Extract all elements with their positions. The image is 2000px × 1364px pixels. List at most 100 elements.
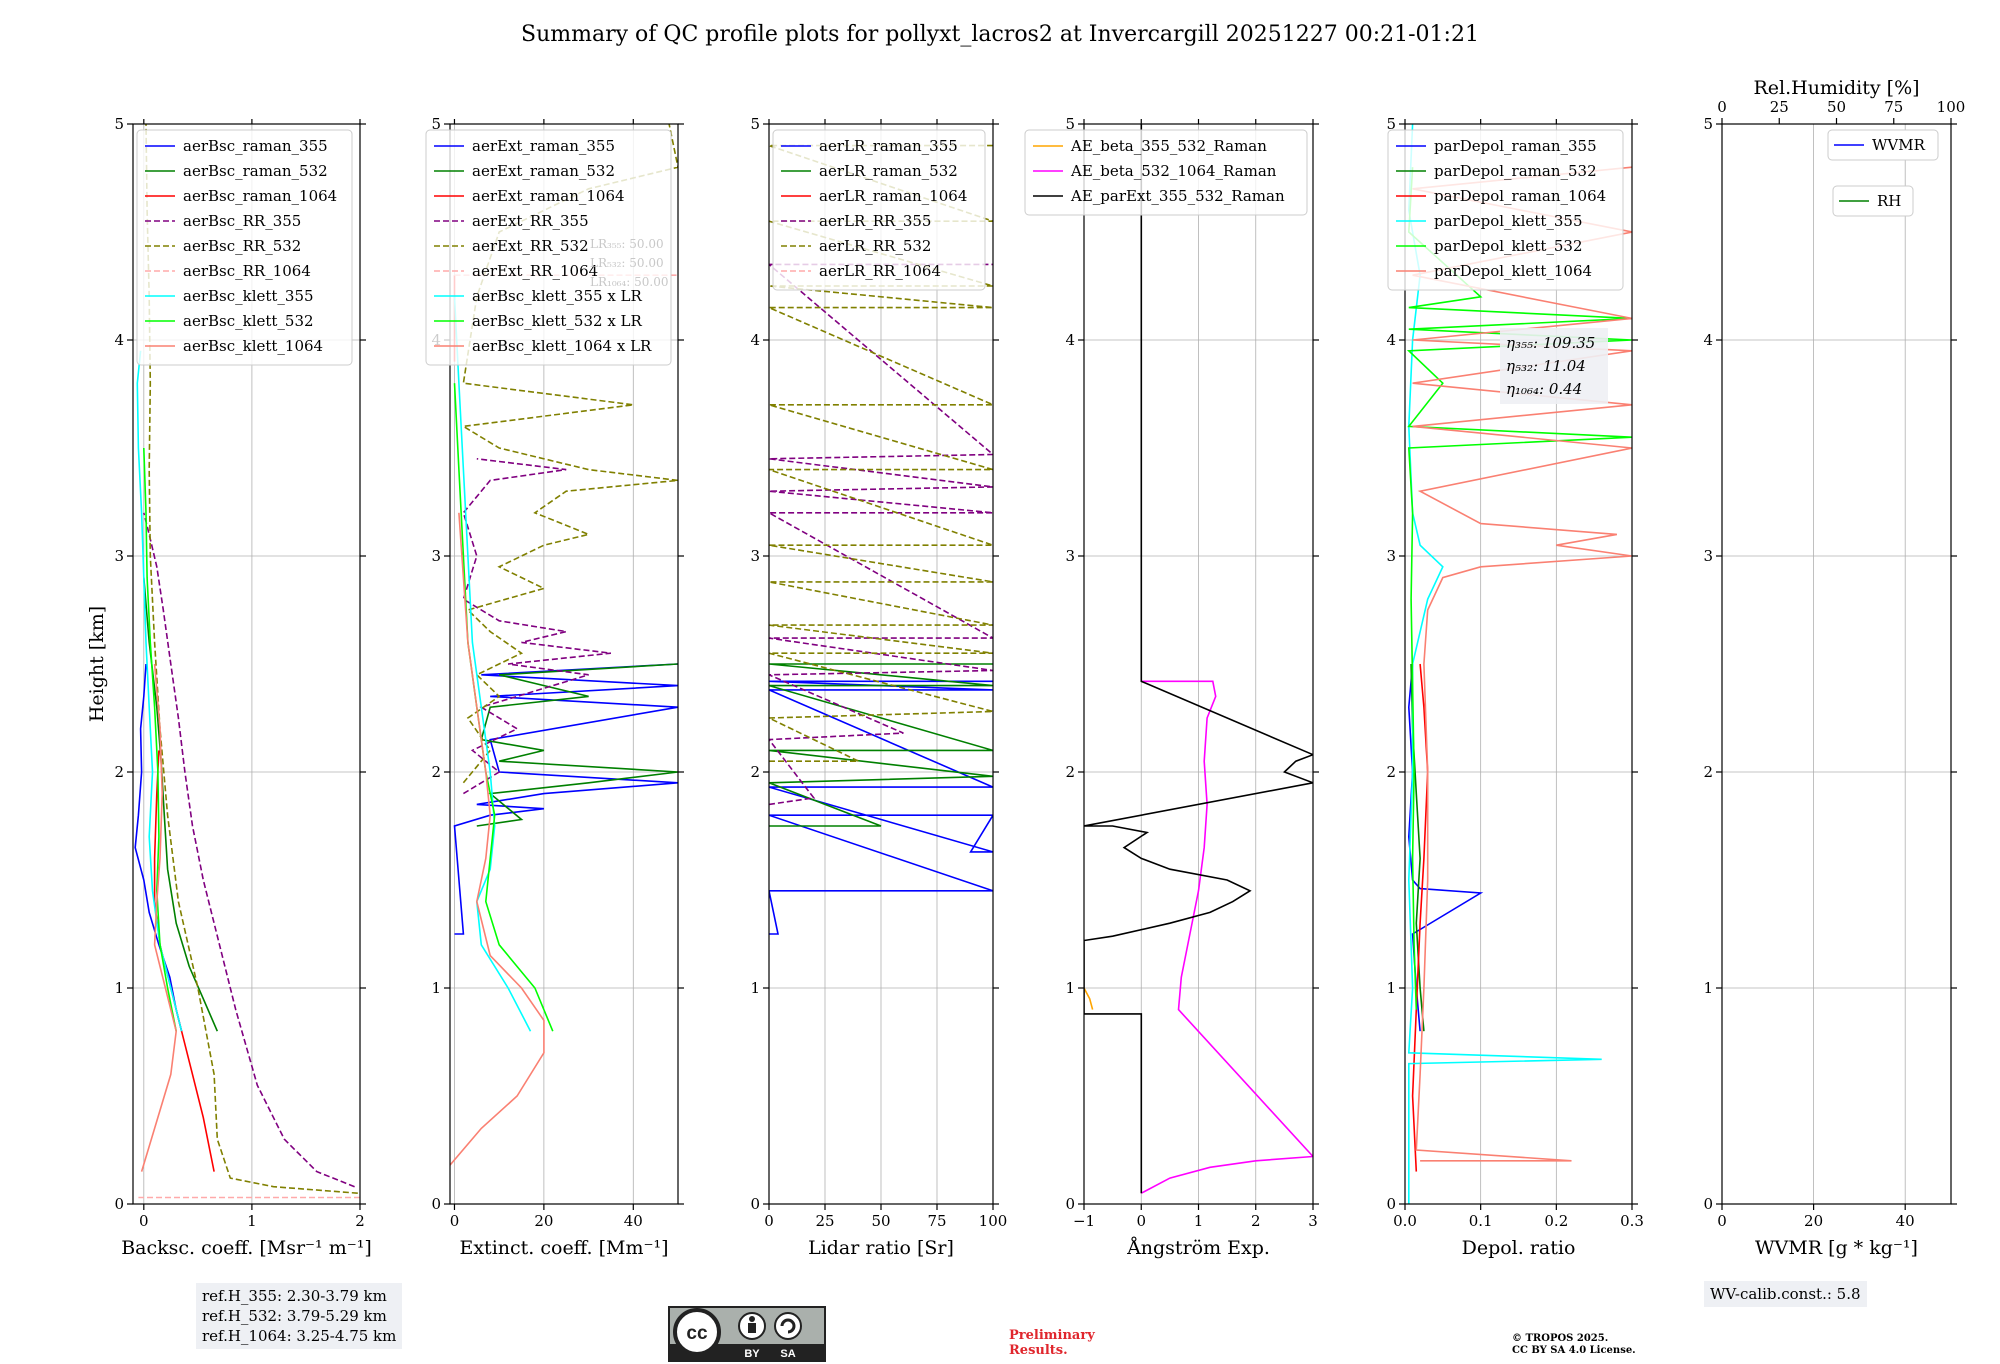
- legend-label: aerBsc_raman_532: [183, 162, 328, 180]
- series-line-aerBsc_klett_1064: [140, 663, 178, 1172]
- y-tick-label: 4: [750, 331, 760, 349]
- axes-frame-ext: [449, 123, 679, 1205]
- legend-label: aerBsc_klett_1064: [183, 337, 323, 355]
- x-tick-label: 40: [624, 1212, 643, 1230]
- legend-label: aerExt_RR_532: [472, 237, 589, 255]
- x-tick-label: 100: [979, 1212, 1008, 1230]
- x-tick-label: 0.2: [1544, 1212, 1568, 1230]
- series-line-AE_parExt_355_532_Raman: [1084, 124, 1313, 1194]
- y-tick-label: 1: [750, 979, 760, 997]
- series-line-aerLR_raman_532: [769, 663, 993, 827]
- top-x-tick-label: 100: [1937, 98, 1966, 116]
- series-line-aerExt_RR_355: [462, 458, 611, 795]
- legend-label: AE_beta_532_1064_Raman: [1070, 162, 1277, 180]
- x-tick-label: 0.1: [1469, 1212, 1493, 1230]
- y-tick-label: 3: [750, 547, 760, 565]
- series-line-parDepol_raman_1064: [1411, 663, 1429, 1172]
- y-tick-label: 3: [114, 547, 124, 565]
- legend-label: aerExt_RR_355: [472, 212, 589, 230]
- lr-annotation: LR₃₅₅: 50.00: [590, 237, 664, 251]
- legend-box-lr: [772, 129, 986, 291]
- copyright-note: © TROPOS 2025. CC BY SA 4.0 License.: [1512, 1333, 1636, 1357]
- y-tick-label: 3: [1065, 547, 1075, 565]
- x-tick-label: 40: [1896, 1212, 1915, 1230]
- legend-label: aerLR_raman_532: [819, 162, 958, 180]
- series-line-aerLR_RR_355: [769, 263, 993, 806]
- y-tick-label: 0: [114, 1195, 124, 1213]
- legend-label: aerBsc_raman_355: [183, 137, 328, 155]
- copyright-line-1: © TROPOS 2025.: [1512, 1333, 1609, 1344]
- panel-wvmr: 0 20 40 0 1 2 3 4 5 WVMR [g * kg⁻¹] 0 25 50 75 100 Rel.…: [1703, 77, 1965, 1259]
- y-tick-label: 3: [1386, 547, 1396, 565]
- y-tick-label: 2: [1065, 763, 1075, 781]
- x-tick-label: 0.0: [1393, 1212, 1417, 1230]
- y-tick-label: 3: [1703, 547, 1713, 565]
- top-x-tick-label: 0: [1717, 98, 1727, 116]
- x-tick-label: 0: [1136, 1212, 1146, 1230]
- series-line-aerBsc_klett_532 x LR: [453, 383, 554, 1032]
- cc-by-label: BY: [744, 1348, 760, 1360]
- x-tick-label: 0: [450, 1212, 460, 1230]
- legend-label: AE_parExt_355_532_Raman: [1070, 187, 1285, 205]
- legend-label: parDepol_raman_532: [1434, 162, 1597, 180]
- preliminary-results-note: Preliminary Results.: [1009, 1328, 1095, 1358]
- legend-box-RH: [1832, 185, 1914, 217]
- series-line-aerLR_raman_355: [769, 680, 993, 935]
- panel-depol: 0.0 0.1 0.2 0.3 0 1 2 3 4 5 Depol. ratio parDepol_r…: [1386, 115, 1643, 1259]
- series-line-aerBsc_RR_355: [143, 512, 355, 1188]
- y-tick-label: 0: [750, 1195, 760, 1213]
- legend-box-ae: [1024, 129, 1308, 216]
- y-tick-label: 2: [1703, 763, 1713, 781]
- top-x-tick-label: 25: [1770, 98, 1789, 116]
- x-tick-label: 0.3: [1620, 1212, 1644, 1230]
- y-tick-label: 5: [1703, 115, 1713, 133]
- legend-label: RH: [1877, 192, 1901, 210]
- cc-license-badge: cc BY SA: [668, 1306, 826, 1362]
- wv-calib-box: WV-calib.const.: 5.8: [1704, 1281, 1867, 1307]
- series-line-aerExt_raman_532: [476, 663, 678, 827]
- axes-frame-wvmr: [1721, 123, 1952, 1205]
- wv-calib-text: WV-calib.const.: 5.8: [1710, 1285, 1861, 1303]
- x-tick-label: 75: [927, 1212, 946, 1230]
- x-tick-label: 1: [1194, 1212, 1204, 1230]
- series-line-aerBsc_raman_355: [134, 663, 183, 1032]
- y-tick-label: 5: [750, 115, 760, 133]
- figure-title: Summary of QC profile plots for pollyxt_…: [521, 22, 1479, 47]
- axes-frame-bsc: [132, 123, 361, 1205]
- x-axis-label-lr: Lidar ratio [Sr]: [808, 1237, 954, 1259]
- legend-label: aerLR_RR_355: [819, 212, 931, 230]
- preliminary-line-1: Preliminary: [1009, 1328, 1095, 1343]
- x-tick-label: 50: [871, 1212, 890, 1230]
- legend-label: aerBsc_RR_355: [183, 212, 301, 230]
- y-tick-label: 4: [1703, 331, 1713, 349]
- cc-logo-icon: [673, 1308, 721, 1356]
- legend-label: aerLR_RR_1064: [819, 262, 941, 280]
- legend-label: WVMR: [1872, 136, 1926, 154]
- legend-box-ext: [425, 129, 672, 366]
- panel-lr: 0 25 50 75 100 0 1 2 3 4 5 Lidar ratio [Sr] aerLR_ra…: [750, 115, 1007, 1259]
- legend-label: aerExt_raman_1064: [472, 187, 625, 205]
- x-axis-label-ae: Ångström Exp.: [1126, 1237, 1270, 1259]
- y-tick-label: 1: [1386, 979, 1396, 997]
- x-tick-label: 0: [764, 1212, 774, 1230]
- legend-label: aerLR_RR_532: [819, 237, 931, 255]
- legend-label: aerBsc_klett_1064 x LR: [472, 337, 652, 355]
- ref-height-532: ref.H_532: 3.79-5.29 km: [202, 1307, 387, 1325]
- share-alike-icon: [774, 1312, 802, 1340]
- eta-box: [1500, 328, 1608, 404]
- y-tick-label: 2: [431, 763, 441, 781]
- legend-label: aerBsc_RR_1064: [183, 262, 311, 280]
- legend-label: parDepol_klett_355: [1434, 212, 1583, 230]
- series-line-aerExt_raman_355: [453, 663, 678, 935]
- x-tick-label: 1: [247, 1212, 257, 1230]
- y-tick-label: 1: [431, 979, 441, 997]
- y-tick-label: 4: [1065, 331, 1075, 349]
- legend-label: aerLR_raman_355: [819, 137, 958, 155]
- eta-annotation: η₃₅₅: 109.35: [1506, 334, 1595, 352]
- legend-label: aerExt_raman_532: [472, 162, 615, 180]
- x-tick-label: 2: [1251, 1212, 1261, 1230]
- legend-label: aerLR_raman_1064: [819, 187, 967, 205]
- y-tick-label: 5: [431, 115, 441, 133]
- y-tick-label: 5: [1386, 115, 1396, 133]
